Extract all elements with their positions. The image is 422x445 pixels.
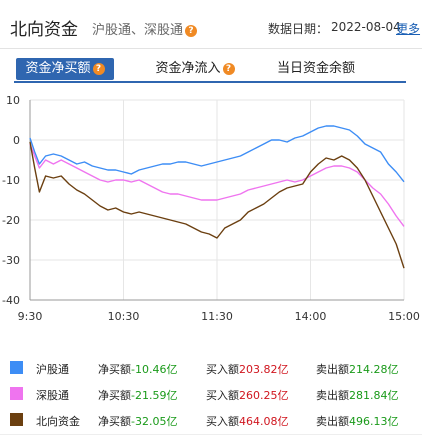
legend-swatch-shanghai xyxy=(10,361,23,374)
tab-daily-balance-label: 当日资金余额 xyxy=(276,61,355,76)
legend-row-north: 北向资金 净买额-32.05亿 买入额464.08亿 卖出额496.13亿 xyxy=(0,410,422,430)
header: 北向资金 沪股通、深股通? 数据日期： 2022-08-04 更多 xyxy=(0,0,422,49)
legend-net: 净买额-21.59亿 xyxy=(98,387,177,403)
series-line xyxy=(29,143,405,227)
tab-net-inflow[interactable]: 资金净流入? xyxy=(150,58,240,80)
y-tick-label: -30 xyxy=(2,254,20,267)
chart: 10 0 -10 -20 -30 -40 9:30 10:30 11:30 14:00 15:00 xyxy=(0,86,422,330)
legend-swatch-north xyxy=(10,413,23,426)
x-tick-label: 11:30 xyxy=(201,310,233,323)
series-line xyxy=(29,125,405,183)
tab-daily-balance[interactable]: 当日资金余额 xyxy=(270,58,362,80)
bottom-strip xyxy=(0,434,422,445)
legend-net-label: 净买额 xyxy=(98,389,131,402)
x-tick-label: 15:00 xyxy=(388,310,420,323)
legend-name: 深股通 xyxy=(36,389,69,402)
tab-underline xyxy=(14,81,406,83)
more-link[interactable]: 更多 xyxy=(396,22,421,36)
chart-svg: 10 0 -10 -20 -30 -40 9:30 10:30 11:30 14:00 15:00 xyxy=(2,94,420,323)
x-tick-label: 10:30 xyxy=(108,310,140,323)
legend-buy-value: 464.08亿 xyxy=(239,415,289,428)
legend-buy: 买入额464.08亿 xyxy=(206,413,289,429)
legend-buy-label: 买入额 xyxy=(206,389,239,402)
legend-sell: 卖出额496.13亿 xyxy=(316,413,399,429)
legend-net-value: -10.46亿 xyxy=(131,363,178,376)
y-tick-label: -20 xyxy=(2,214,20,227)
help-icon[interactable]: ? xyxy=(222,62,235,75)
legend-sell: 卖出额281.84亿 xyxy=(316,387,399,403)
legend-net-value: -21.59亿 xyxy=(131,389,178,402)
legend-sell-value: 281.84亿 xyxy=(349,389,399,402)
legend-name: 北向资金 xyxy=(36,415,80,428)
legend-sell-label: 卖出额 xyxy=(316,363,349,376)
legend-sell-value: 496.13亿 xyxy=(349,415,399,428)
legend-sell: 卖出额214.28亿 xyxy=(316,361,399,377)
subtitle-text: 沪股通、深股通 xyxy=(92,23,184,38)
date-label: 数据日期： xyxy=(268,22,329,36)
help-icon[interactable]: ? xyxy=(185,24,198,37)
help-icon[interactable]: ? xyxy=(92,62,105,75)
tab-net-inflow-label: 资金净流入 xyxy=(155,61,221,76)
tab-net-buy-label: 资金净买额 xyxy=(25,61,91,76)
tab-bar: 资金净买额? 资金净流入? 当日资金余额 xyxy=(0,58,422,83)
legend-row-shanghai: 沪股通 净买额-10.46亿 买入额203.82亿 卖出额214.28亿 xyxy=(0,358,422,378)
legend-sell-label: 卖出额 xyxy=(316,389,349,402)
legend-name: 沪股通 xyxy=(36,363,69,376)
legend-net: 净买额-10.46亿 xyxy=(98,361,177,377)
legend-net-value: -32.05亿 xyxy=(131,415,178,428)
legend-buy-value: 203.82亿 xyxy=(239,363,289,376)
legend-buy-label: 买入额 xyxy=(206,415,239,428)
x-tick-label: 9:30 xyxy=(18,310,43,323)
legend-net-label: 净买额 xyxy=(98,363,131,376)
legend-sell-label: 卖出额 xyxy=(316,415,349,428)
legend-net: 净买额-32.05亿 xyxy=(98,413,177,429)
legend-buy: 买入额203.82亿 xyxy=(206,361,289,377)
date-value: 2022-08-04 xyxy=(331,20,401,34)
legend-row-shenzhen: 深股通 净买额-21.59亿 买入额260.25亿 卖出额281.84亿 xyxy=(0,384,422,404)
y-tick-label: 0 xyxy=(13,134,20,147)
legend-sell-value: 214.28亿 xyxy=(349,363,399,376)
legend-buy-value: 260.25亿 xyxy=(239,389,289,402)
page-subtitle: 沪股通、深股通? xyxy=(92,19,198,38)
series-line xyxy=(29,141,405,269)
legend-net-label: 净买额 xyxy=(98,415,131,428)
y-tick-label: 10 xyxy=(6,94,20,107)
y-tick-label: -10 xyxy=(2,174,20,187)
x-tick-label: 14:00 xyxy=(295,310,327,323)
legend-swatch-shenzhen xyxy=(10,387,23,400)
tab-net-buy[interactable]: 资金净买额? xyxy=(16,58,114,80)
legend-buy: 买入额260.25亿 xyxy=(206,387,289,403)
page-title: 北向资金 xyxy=(10,20,78,40)
y-tick-label: -40 xyxy=(2,294,20,307)
legend-buy-label: 买入额 xyxy=(206,363,239,376)
